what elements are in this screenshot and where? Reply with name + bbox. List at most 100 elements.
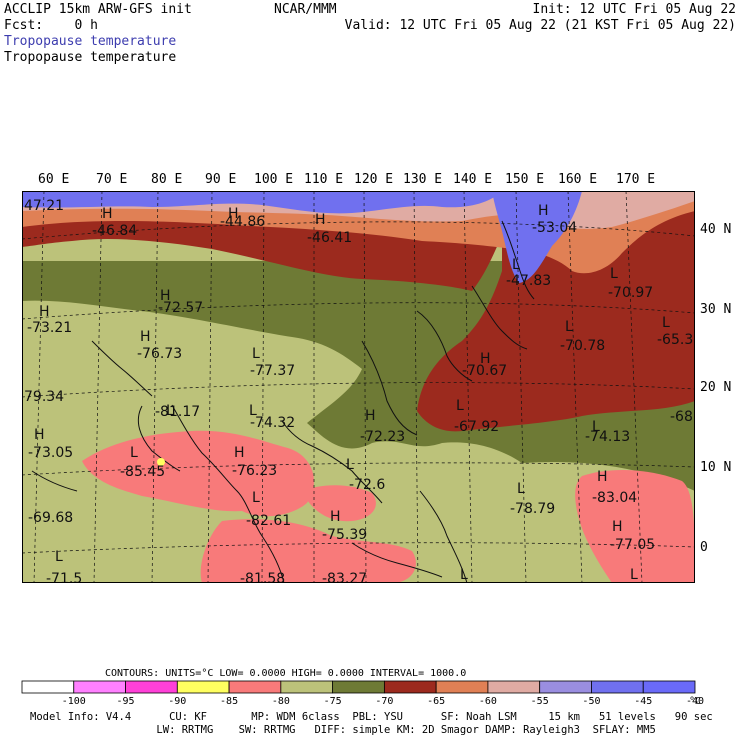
coastlines bbox=[31, 220, 535, 583]
temperature-value: -69.68 bbox=[28, 510, 73, 526]
temperature-value: -53.04 bbox=[532, 220, 577, 236]
legend-tick-label: -45 bbox=[634, 696, 652, 707]
temperature-value: -44.86 bbox=[220, 214, 265, 230]
legend-bin bbox=[591, 680, 644, 694]
hl-label: H bbox=[365, 408, 376, 424]
legend-bin bbox=[125, 680, 178, 694]
valid-time: Valid: 12 UTC Fri 05 Aug 22 (21 KST Fri … bbox=[344, 18, 736, 33]
hl-label: H bbox=[330, 509, 341, 525]
legend-tick-label: -60 bbox=[479, 696, 497, 707]
legend-bin bbox=[228, 680, 282, 694]
lon-label: 70 E bbox=[96, 172, 128, 187]
hl-label: H bbox=[597, 469, 608, 485]
legend-bin bbox=[280, 680, 334, 694]
temperature-value: -72.6 bbox=[349, 477, 385, 493]
hl-label: L bbox=[565, 319, 573, 335]
hl-label: L bbox=[456, 398, 464, 414]
contours-info: CONTOURS: UNITS=°C LOW= 0.0000 HIGH= 0.0… bbox=[105, 668, 466, 679]
lon-label: 110 E bbox=[304, 172, 344, 187]
legend-tick-label: -100 bbox=[62, 696, 86, 707]
hl-label: L bbox=[517, 481, 525, 497]
temperature-value: -75.39 bbox=[322, 527, 367, 543]
hl-label: L bbox=[249, 403, 257, 419]
lat-label: 10 N bbox=[700, 460, 732, 475]
lon-label: 120 E bbox=[354, 172, 394, 187]
temperature-value: -46.41 bbox=[307, 230, 352, 246]
temperature-value: -65.3 bbox=[657, 332, 693, 348]
temperature-value: -47.83 bbox=[506, 273, 551, 289]
legend-tick-label: -50 bbox=[582, 696, 600, 707]
temperature-value: -76.73 bbox=[137, 346, 182, 362]
hl-label: H bbox=[140, 329, 151, 345]
lon-label: 90 E bbox=[205, 172, 237, 187]
legend-bin bbox=[383, 680, 437, 694]
legend-tick-label: -40 bbox=[686, 696, 704, 707]
field-dark-red-east bbox=[417, 191, 695, 432]
hl-label: L bbox=[252, 346, 260, 362]
color-legend: CONTOURS: UNITS=°C LOW= 0.0000 HIGH= 0.0… bbox=[21, 668, 704, 707]
init-time: Init: 12 UTC Fri 05 Aug 22 bbox=[532, 2, 737, 17]
legend-bin bbox=[176, 680, 230, 694]
temperature-value: 79.34 bbox=[24, 389, 64, 405]
legend-tick-label: -80 bbox=[272, 696, 290, 707]
lat-label: 40 N bbox=[700, 222, 732, 237]
lon-label: 80 E bbox=[151, 172, 183, 187]
legend-bin bbox=[332, 680, 385, 694]
legend-tick-label: -85 bbox=[220, 696, 238, 707]
value-labels: 47.21 -46.84 -44.86 -46.41 -53.04 -47.83… bbox=[24, 198, 693, 583]
temperature-value: -71.5 bbox=[46, 571, 82, 583]
legend-unit: °C bbox=[689, 696, 701, 707]
hl-label: H bbox=[160, 288, 171, 304]
organization-label: NCAR/MMM bbox=[274, 2, 337, 17]
temperature-value: -77.05 bbox=[610, 537, 655, 553]
tropopause-temperature-map: H H H H L H L H L H L L H L H L L L H L … bbox=[22, 191, 695, 583]
lon-label: 170 E bbox=[616, 172, 656, 187]
hl-label: H bbox=[102, 206, 113, 222]
hl-label: L bbox=[346, 457, 354, 473]
field-pink-tropics-west bbox=[82, 430, 314, 517]
hl-label: H bbox=[234, 445, 245, 461]
temperature-value: -72.23 bbox=[360, 429, 405, 445]
hl-label: H bbox=[315, 212, 326, 228]
hl-label: H bbox=[228, 206, 239, 222]
lon-label: 150 E bbox=[505, 172, 545, 187]
lon-label: 100 E bbox=[254, 172, 294, 187]
legend-bin bbox=[642, 680, 696, 694]
high-low-labels: H H H H L H L H L H L L H L H L L L H L … bbox=[34, 203, 670, 583]
legend-bin bbox=[21, 680, 75, 694]
hl-label: H bbox=[612, 519, 623, 535]
legend-bin bbox=[539, 680, 592, 694]
temperature-value: -82.61 bbox=[246, 513, 291, 529]
lon-label: 140 E bbox=[453, 172, 493, 187]
temperature-value: -73.21 bbox=[27, 320, 72, 336]
field-pink-tropics-mid bbox=[302, 485, 376, 522]
hl-label: H bbox=[39, 304, 50, 320]
legend-tick-label: -75 bbox=[324, 696, 342, 707]
temperature-value: -81.17 bbox=[155, 404, 200, 420]
legend-bins bbox=[21, 680, 696, 694]
temperature-value: -85.45 bbox=[120, 464, 165, 480]
hl-label: L bbox=[630, 567, 638, 583]
minimum-marker bbox=[157, 458, 165, 466]
temperature-value: -68 bbox=[670, 409, 693, 425]
model-info-line2: LW: RRTMG SW: RRTMG DIFF: simple KM: 2D … bbox=[30, 724, 656, 736]
temperature-value: -81.58 bbox=[240, 571, 285, 583]
lat-label: 0 bbox=[700, 540, 708, 555]
lat-label: 20 N bbox=[700, 380, 732, 395]
field-name-secondary: Tropopause temperature bbox=[4, 50, 177, 65]
hl-label: L bbox=[512, 257, 520, 273]
hl-label: L bbox=[166, 403, 174, 419]
temperature-value: -72.57 bbox=[158, 300, 203, 316]
legend-tick-label: -90 bbox=[168, 696, 186, 707]
hl-label: H bbox=[480, 351, 491, 367]
lon-label: 160 E bbox=[558, 172, 598, 187]
model-info-line1: Model Info: V4.4 CU: KF MP: WDM 6class P… bbox=[30, 711, 713, 723]
legend-ticks: -100 -95 -90 -85 -80 -75 -70 -65 -60 -55 -50 -45 -40 bbox=[62, 696, 704, 707]
temperature-value: -46.84 bbox=[92, 223, 137, 239]
hl-label: L bbox=[252, 490, 260, 506]
legend-bin bbox=[73, 680, 126, 694]
field-pink-tropics-east bbox=[575, 469, 695, 583]
temperature-value: -83.27 bbox=[322, 571, 367, 583]
legend-bin bbox=[487, 680, 541, 694]
hl-label: H bbox=[34, 427, 45, 443]
